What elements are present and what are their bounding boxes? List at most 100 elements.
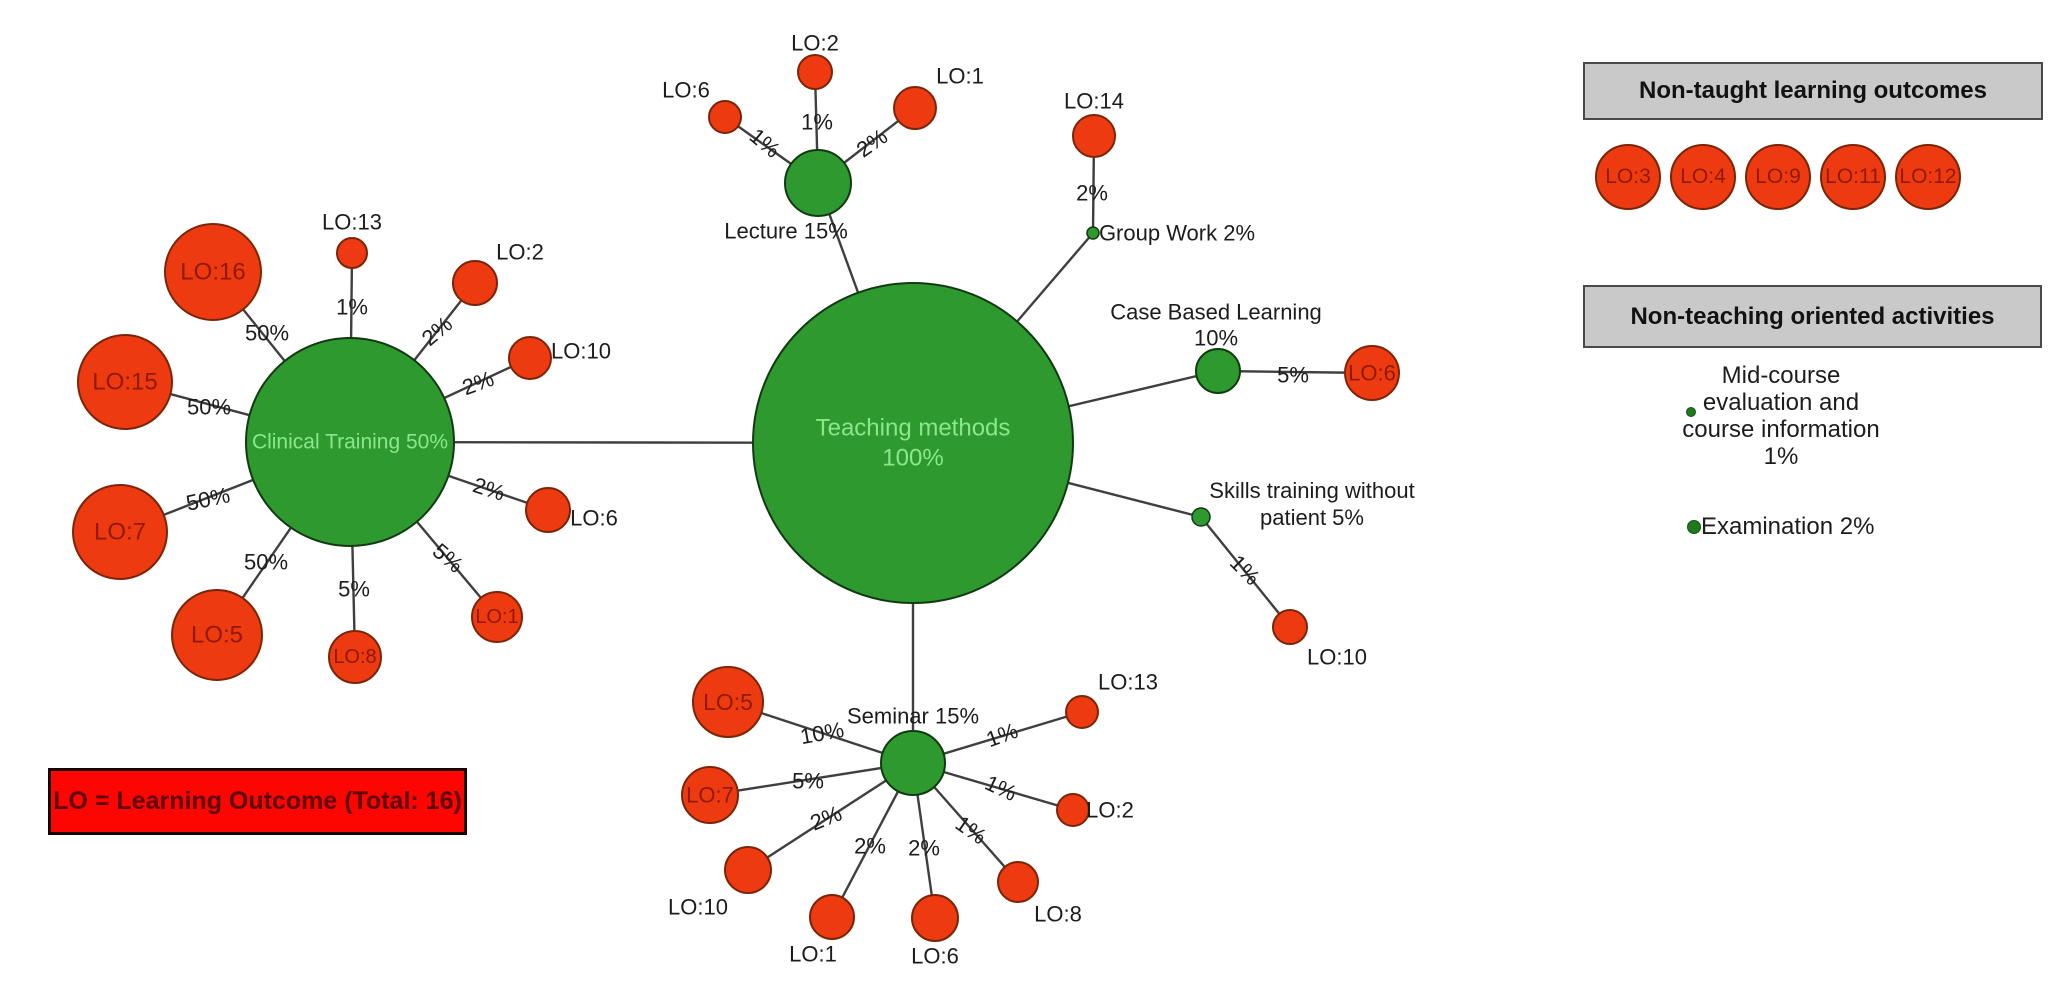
cl_lo10-label: LO:10: [551, 339, 611, 364]
se_lo2-node: [1056, 793, 1090, 827]
legend-non-teaching-title: Non-teaching oriented activities: [1630, 302, 1995, 330]
cl_lo10-node: [508, 336, 552, 380]
cl_lo13-node: [336, 237, 368, 269]
groupwork-label: Group Work 2%: [1099, 221, 1255, 246]
cl_lo5-label: LO:5: [191, 622, 243, 649]
se_lo8-node: [997, 861, 1039, 903]
edge-label-clinical-cl_lo13: 1%: [336, 295, 368, 320]
edge-label-clinical-cl_lo7: 50%: [184, 482, 232, 516]
skills-label: Skills training without: [1209, 478, 1414, 503]
seminar-node: [880, 730, 946, 796]
cbl-node: [1195, 348, 1241, 394]
lo-definition-note: LO = Learning Outcome (Total: 16): [48, 768, 467, 835]
chip-label: LO:11: [1825, 165, 1881, 188]
edge-label-clinical-cl_lo15: 50%: [187, 395, 231, 420]
skills-label: patient 5%: [1260, 505, 1364, 530]
non-taught-outcome-chip: LO:11: [1820, 144, 1886, 210]
edge-label-skills-sk_lo10: 1%: [1225, 550, 1265, 590]
se_lo7-node: [681, 766, 739, 824]
se_lo7-label: LO:7: [686, 783, 734, 808]
le_lo1-label: LO:1: [936, 64, 984, 89]
cl_lo1-label: LO:1: [475, 606, 518, 628]
non-taught-outcome-chip: LO:4: [1670, 144, 1736, 210]
se_lo8-label: LO:8: [1034, 902, 1082, 927]
cl_lo7-label: LO:7: [94, 519, 146, 546]
chip-label: LO:4: [1680, 165, 1726, 188]
edge-seminar-se_lo7: [709, 761, 914, 797]
edge-skills-sk_lo10: [1200, 516, 1291, 628]
non-taught-outcome-chip: LO:3: [1595, 144, 1661, 210]
teaching-label: Teaching methods: [816, 415, 1011, 442]
se_lo2-label: LO:2: [1086, 798, 1134, 823]
edge-label-seminar-se_lo2: 1%: [981, 770, 1020, 806]
le_lo6-label: LO:6: [662, 78, 710, 103]
se_lo1-label: LO:1: [789, 942, 837, 967]
se_lo13-node: [1065, 695, 1099, 729]
edge-label-clinical-cl_lo2: 2%: [417, 311, 457, 351]
se_lo10-node: [724, 846, 772, 894]
edge-label-clinical-cl_lo6: 2%: [470, 472, 508, 506]
cl_lo13-label: LO:13: [322, 210, 382, 235]
edge-label-seminar-se_lo10: 2%: [807, 800, 846, 835]
lecture-label: Lecture 15%: [724, 219, 848, 244]
sk_lo10-label: LO:10: [1307, 645, 1367, 670]
edge-label-lecture-le_lo2: 1%: [801, 110, 833, 135]
edge-label-clinical-cl_lo5: 50%: [244, 550, 288, 575]
cl_lo16-label: LO:16: [180, 259, 245, 286]
gw_lo14-node: [1072, 114, 1116, 158]
se_lo6-label: LO:6: [911, 944, 959, 969]
edge-label-seminar-se_lo5: 10%: [798, 717, 846, 749]
cl_lo6-label: LO:6: [570, 506, 618, 531]
chip-label: LO:9: [1755, 165, 1801, 188]
cb_lo6-label: LO:6: [1348, 361, 1396, 386]
edge-label-clinical-cl_lo16: 50%: [245, 321, 289, 346]
cl_lo7-node: [72, 484, 168, 580]
cl_lo16-node: [164, 223, 262, 321]
gw_lo14-label: LO:14: [1064, 89, 1124, 114]
seminar-label: Seminar 15%: [847, 704, 979, 729]
se_lo6-node: [911, 894, 959, 942]
non-taught-outcome-chip: LO:12: [1895, 144, 1961, 210]
cl_lo5-node: [171, 589, 263, 681]
se_lo5-label: LO:5: [703, 689, 753, 715]
se_lo1-node: [809, 894, 855, 940]
edge-label-seminar-se_lo13: 1%: [983, 718, 1021, 752]
edge-label-clinical-cl_lo10: 2%: [459, 366, 497, 400]
le_lo1-node: [893, 86, 937, 130]
cb_lo6-node: [1344, 345, 1400, 401]
clinical-label: Clinical Training 50%: [252, 431, 448, 454]
edge-label-clinical-cl_lo1: 5%: [428, 538, 468, 578]
clinical-node: [245, 337, 455, 547]
mid-course-dot-icon: [1686, 407, 1696, 417]
examination-dot-icon: [1687, 520, 1701, 534]
se_lo10-label: LO:10: [668, 895, 728, 920]
cbl-label: Case Based Learning: [1110, 300, 1322, 325]
lecture-node: [784, 149, 852, 217]
cl_lo8-label: LO:8: [333, 646, 376, 668]
chip-label: LO:3: [1605, 165, 1651, 188]
cl_lo15-label: LO:15: [92, 369, 157, 396]
cl_lo6-node: [525, 487, 571, 533]
le_lo2-label: LO:2: [791, 31, 839, 56]
le_lo2-node: [797, 54, 833, 90]
se_lo5-node: [692, 666, 764, 738]
legend-non-teaching-header: Non-teaching oriented activities: [1583, 285, 2042, 348]
edge-label-clinical-cl_lo8: 5%: [338, 577, 370, 602]
edge-label-seminar-se_lo7: 5%: [792, 769, 824, 794]
cl_lo15-node: [77, 334, 173, 430]
se_lo13-label: LO:13: [1098, 670, 1158, 695]
skills-node: [1191, 507, 1211, 527]
cl_lo8-node: [328, 630, 382, 684]
edge-label-seminar-se_lo6: 2%: [908, 836, 940, 861]
le_lo6-node: [708, 100, 742, 134]
groupwork-node: [1086, 226, 1100, 240]
edge-label-cbl-cb_lo6: 5%: [1277, 363, 1309, 388]
legend-non-taught-title: Non-taught learning outcomes: [1639, 77, 1987, 104]
non-taught-outcome-chip: LO:9: [1745, 144, 1811, 210]
legend-non-taught-header: Non-taught learning outcomes: [1583, 62, 2043, 120]
chip-label: LO:12: [1899, 165, 1957, 188]
edge-label-groupwork-gw_lo14: 2%: [1076, 181, 1108, 206]
cl_lo1-node: [471, 591, 523, 643]
